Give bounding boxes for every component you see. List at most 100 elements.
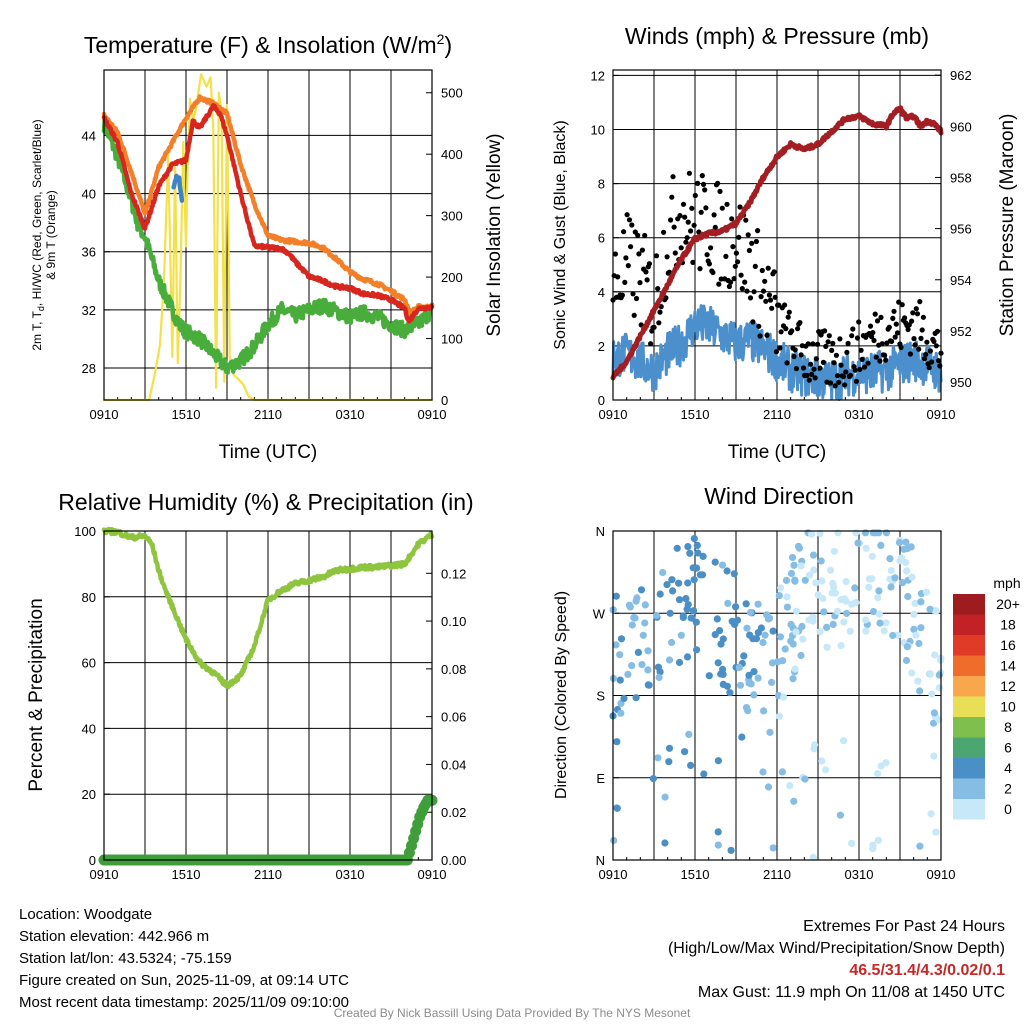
direction-point bbox=[791, 577, 799, 585]
direction-point bbox=[652, 611, 661, 620]
direction-point bbox=[830, 547, 839, 555]
legend-swatch bbox=[953, 655, 985, 676]
gust-point bbox=[874, 318, 881, 324]
gust-point bbox=[785, 314, 791, 320]
y2-tick-label: 200 bbox=[441, 270, 463, 285]
chart-title: Wind Direction bbox=[704, 483, 854, 509]
gust-point bbox=[837, 336, 843, 342]
direction-point bbox=[882, 759, 890, 767]
direction-point bbox=[687, 761, 695, 770]
direction-point bbox=[726, 689, 734, 697]
gust-point bbox=[769, 305, 775, 311]
direction-point bbox=[689, 607, 698, 615]
gust-point bbox=[692, 192, 698, 199]
direction-point bbox=[928, 690, 936, 698]
direction-point bbox=[668, 576, 676, 584]
direction-point bbox=[916, 842, 924, 850]
plot-border-0 bbox=[103, 69, 433, 401]
direction-point bbox=[922, 588, 931, 596]
gust-point bbox=[778, 329, 784, 335]
gust-point bbox=[704, 252, 710, 258]
y2-axis-label: Station Pressure (Maroon) bbox=[997, 114, 1018, 337]
direction-point bbox=[665, 744, 674, 752]
direction-point bbox=[742, 704, 751, 712]
direction-point bbox=[675, 658, 684, 667]
direction-point bbox=[769, 844, 777, 852]
gust-point bbox=[886, 324, 892, 330]
direction-point bbox=[891, 574, 899, 582]
direction-point bbox=[661, 839, 669, 847]
direction-point bbox=[801, 576, 809, 584]
gust-point bbox=[767, 297, 774, 303]
gust-point bbox=[867, 323, 874, 329]
direction-point bbox=[875, 587, 883, 595]
gust-point bbox=[765, 265, 771, 271]
direction-point bbox=[895, 539, 904, 547]
gust-point bbox=[804, 372, 810, 378]
gust-point bbox=[702, 187, 708, 193]
direction-point bbox=[818, 577, 826, 585]
direction-point bbox=[926, 605, 934, 613]
gust-point bbox=[879, 341, 885, 347]
gust-point bbox=[817, 365, 823, 371]
y-tick-label: 6 bbox=[598, 231, 605, 246]
recent-text: Most recent data timestamp: 2025/11/09 0… bbox=[19, 994, 349, 1011]
direction-point bbox=[914, 677, 922, 685]
gust-point bbox=[809, 371, 815, 377]
direction-point bbox=[735, 663, 743, 672]
title-sup: 2 bbox=[437, 31, 445, 47]
gust-point bbox=[743, 217, 749, 223]
gust-point bbox=[751, 289, 757, 295]
direction-point bbox=[754, 600, 762, 608]
gust-point bbox=[648, 341, 654, 347]
y-tick-label: 32 bbox=[82, 303, 96, 318]
y2-tick-label: 950 bbox=[950, 375, 972, 390]
gust-point bbox=[678, 245, 684, 251]
chart-title: Relative Humidity (%) & Precipitation (i… bbox=[58, 489, 473, 515]
gust-point bbox=[697, 266, 703, 272]
max-gust-text: Max Gust: 11.9 mph On 11/08 at 1450 UTC bbox=[697, 984, 1005, 1001]
direction-point bbox=[915, 639, 923, 648]
chart-title: Temperature (F) & Insolation (W/m2) bbox=[84, 31, 452, 58]
direction-point bbox=[668, 638, 676, 647]
gust-point bbox=[717, 188, 723, 194]
created-text: Figure created on Sun, 2025-11-09, at 09… bbox=[19, 972, 349, 989]
gust-point bbox=[703, 205, 709, 211]
direction-point bbox=[811, 741, 819, 749]
gust-point bbox=[836, 379, 842, 385]
gust-point bbox=[735, 259, 741, 265]
direction-point bbox=[714, 757, 723, 765]
gust-point bbox=[869, 334, 875, 340]
speed-legend: mph 20+ 18 16 14 12 10 8 6 4 2 0 bbox=[953, 575, 1021, 820]
gust-point bbox=[621, 229, 627, 235]
gust-point bbox=[865, 360, 871, 366]
gust-point bbox=[843, 369, 849, 375]
gust-point bbox=[792, 347, 798, 353]
station-info: Location: Woodgate Station elevation: 44… bbox=[19, 904, 349, 1014]
direction-point bbox=[728, 617, 736, 625]
gust-point bbox=[913, 306, 919, 312]
direction-point bbox=[675, 596, 684, 604]
direction-point bbox=[666, 609, 674, 617]
gust-point bbox=[798, 352, 804, 358]
gust-point bbox=[772, 294, 778, 300]
gust-point bbox=[933, 343, 939, 349]
direction-point bbox=[654, 663, 663, 671]
extremes-values: 46.5/31.4/4.3/0.02/0.1 bbox=[849, 962, 1005, 979]
gust-point bbox=[927, 348, 934, 354]
direction-point bbox=[889, 631, 897, 640]
gust-point bbox=[810, 341, 816, 347]
gust-point bbox=[825, 339, 831, 345]
elevation-text: Station elevation: 442.966 m bbox=[19, 928, 210, 945]
gust-point bbox=[755, 228, 761, 234]
gust-point bbox=[926, 365, 932, 371]
x-axis-label: Time (UTC) bbox=[219, 442, 318, 463]
gust-point bbox=[813, 356, 820, 362]
gust-point bbox=[711, 212, 717, 218]
direction-point bbox=[836, 811, 845, 819]
gust-point bbox=[750, 319, 756, 325]
y-axis-label: Direction (Colored By Speed) bbox=[553, 591, 570, 799]
gust-point bbox=[850, 326, 856, 332]
gust-point bbox=[877, 358, 883, 364]
direction-point bbox=[764, 783, 773, 791]
